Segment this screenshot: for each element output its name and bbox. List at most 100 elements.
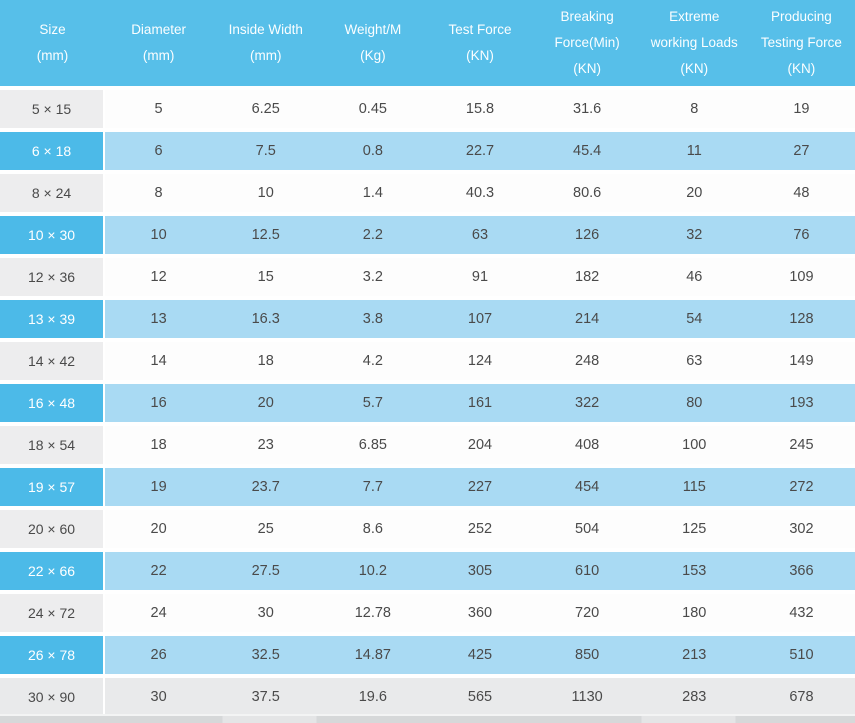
table-row-6x18: 6 × 18 6 7.5 0.8 22.7 45.4 11 27 xyxy=(0,132,855,174)
value-cell-weight-per-m: 5.7 xyxy=(319,384,427,426)
column-header-breaking-force-min: Breaking Force(Min) (KN) xyxy=(533,0,641,90)
value-cell-test-force: 161 xyxy=(426,384,534,426)
value-cell-producing-testing-force: 27 xyxy=(747,132,855,174)
value-cell-diameter: 20 xyxy=(105,510,213,552)
value-cell-diameter: 10 xyxy=(105,216,213,258)
value-cell-weight-per-m: 14.87 xyxy=(319,636,427,678)
size-cell: 6 × 18 xyxy=(0,132,105,174)
value-cell-weight-per-m: 12.78 xyxy=(319,594,427,636)
table-row-8x24: 8 × 24 8 10 1.4 40.3 80.6 20 48 xyxy=(0,174,855,216)
column-header-test-force: Test Force (KN) xyxy=(426,0,534,90)
size-cell: 13 × 39 xyxy=(0,300,105,342)
size-cell: 30 × 90 xyxy=(0,678,105,716)
value-cell-breaking-force-min: 720 xyxy=(533,594,641,636)
value-cell-extreme-working-loads: 46 xyxy=(640,258,748,300)
value-cell-breaking-force-min: 45.4 xyxy=(533,132,641,174)
value-cell-test-force: 63 xyxy=(426,216,534,258)
table-row-24x72: 24 × 72 24 30 12.78 360 720 180 432 xyxy=(0,594,855,636)
value-cell-extreme-working-loads: 180 xyxy=(640,594,748,636)
table-row-26x78: 26 × 78 26 32.5 14.87 425 850 213 510 xyxy=(0,636,855,678)
column-header-line: (KN) xyxy=(466,48,494,63)
table-row-30x90: 30 × 90 30 37.5 19.6 565 1130 283 678 xyxy=(0,678,855,716)
value-cell-producing-testing-force: 302 xyxy=(747,510,855,552)
value-cell-inside-width: 16.3 xyxy=(212,300,320,342)
value-cell-diameter: 5 xyxy=(105,90,213,132)
column-header-line: working Loads xyxy=(650,35,738,50)
value-cell-test-force: 565 xyxy=(426,678,534,716)
value-cell-inside-width: 30 xyxy=(212,594,320,636)
value-cell-inside-width: 23 xyxy=(212,426,320,468)
value-cell-weight-per-m: 0.45 xyxy=(319,90,427,132)
value-cell-extreme-working-loads: 20 xyxy=(640,174,748,216)
value-cell-breaking-force-min: 408 xyxy=(533,426,641,468)
value-cell-producing-testing-force: 272 xyxy=(747,468,855,510)
value-cell-inside-width: 32.5 xyxy=(212,636,320,678)
value-cell-test-force: 124 xyxy=(426,342,534,384)
value-cell-diameter: 16 xyxy=(105,384,213,426)
header-row: Size (mm) Diameter (mm) Inside Width (mm) Weig… xyxy=(0,0,855,90)
column-header-line: (mm) xyxy=(249,48,282,63)
table-row-20x60: 20 × 60 20 25 8.6 252 504 125 302 xyxy=(0,510,855,552)
value-cell-test-force: 107 xyxy=(426,300,534,342)
column-header-line: Breaking xyxy=(560,9,614,24)
value-cell-extreme-working-loads: 115 xyxy=(640,468,748,510)
value-cell-weight-per-m: 8.6 xyxy=(319,510,427,552)
value-cell-diameter: 22 xyxy=(105,552,213,594)
size-cell: 12 × 36 xyxy=(0,258,105,300)
table-row-12x36: 12 × 36 12 15 3.2 91 182 46 109 xyxy=(0,258,855,300)
size-cell: 24 × 72 xyxy=(0,594,105,636)
column-header-line: Test Force xyxy=(448,22,512,37)
size-cell: 16 × 48 xyxy=(0,384,105,426)
column-header-line: Producing xyxy=(771,9,832,24)
value-cell-test-force: 252 xyxy=(426,510,534,552)
value-cell-breaking-force-min: 610 xyxy=(533,552,641,594)
value-cell-test-force: 15.8 xyxy=(426,90,534,132)
value-cell-breaking-force-min: 31.6 xyxy=(533,90,641,132)
column-header-line: Inside Width xyxy=(228,22,303,37)
photo-edge-strip xyxy=(0,714,855,723)
value-cell-extreme-working-loads: 100 xyxy=(640,426,748,468)
value-cell-test-force: 40.3 xyxy=(426,174,534,216)
value-cell-diameter: 19 xyxy=(105,468,213,510)
value-cell-inside-width: 27.5 xyxy=(212,552,320,594)
size-cell: 5 × 15 xyxy=(0,90,105,132)
value-cell-breaking-force-min: 248 xyxy=(533,342,641,384)
value-cell-inside-width: 18 xyxy=(212,342,320,384)
value-cell-weight-per-m: 3.2 xyxy=(319,258,427,300)
column-header-line: Extreme xyxy=(669,9,720,24)
value-cell-inside-width: 23.7 xyxy=(212,468,320,510)
table-row-16x48: 16 × 48 16 20 5.7 161 322 80 193 xyxy=(0,384,855,426)
value-cell-producing-testing-force: 193 xyxy=(747,384,855,426)
size-cell: 10 × 30 xyxy=(0,216,105,258)
column-header-line: (KN) xyxy=(787,61,816,76)
value-cell-weight-per-m: 7.7 xyxy=(319,468,427,510)
value-cell-test-force: 204 xyxy=(426,426,534,468)
table-row-14x42: 14 × 42 14 18 4.2 124 248 63 149 xyxy=(0,342,855,384)
column-header-line: Weight/M xyxy=(344,22,402,37)
column-header-weight-per-m: Weight/M (Kg) xyxy=(319,0,427,90)
value-cell-extreme-working-loads: 32 xyxy=(640,216,748,258)
value-cell-diameter: 13 xyxy=(105,300,213,342)
value-cell-weight-per-m: 4.2 xyxy=(319,342,427,384)
size-cell: 20 × 60 xyxy=(0,510,105,552)
table-header: Size (mm) Diameter (mm) Inside Width (mm) Weig… xyxy=(0,0,855,90)
column-header-line: (KN) xyxy=(680,61,709,76)
value-cell-weight-per-m: 10.2 xyxy=(319,552,427,594)
value-cell-producing-testing-force: 128 xyxy=(747,300,855,342)
value-cell-extreme-working-loads: 125 xyxy=(640,510,748,552)
value-cell-producing-testing-force: 432 xyxy=(747,594,855,636)
value-cell-breaking-force-min: 126 xyxy=(533,216,641,258)
value-cell-test-force: 425 xyxy=(426,636,534,678)
value-cell-producing-testing-force: 510 xyxy=(747,636,855,678)
value-cell-inside-width: 7.5 xyxy=(212,132,320,174)
value-cell-inside-width: 37.5 xyxy=(212,678,320,716)
value-cell-extreme-working-loads: 213 xyxy=(640,636,748,678)
column-header-line: Force(Min) xyxy=(554,35,620,50)
table-row-19x57: 19 × 57 19 23.7 7.7 227 454 115 272 xyxy=(0,468,855,510)
value-cell-extreme-working-loads: 153 xyxy=(640,552,748,594)
column-header-diameter: Diameter (mm) xyxy=(105,0,213,90)
column-header-size: Size (mm) xyxy=(0,0,105,90)
value-cell-weight-per-m: 1.4 xyxy=(319,174,427,216)
